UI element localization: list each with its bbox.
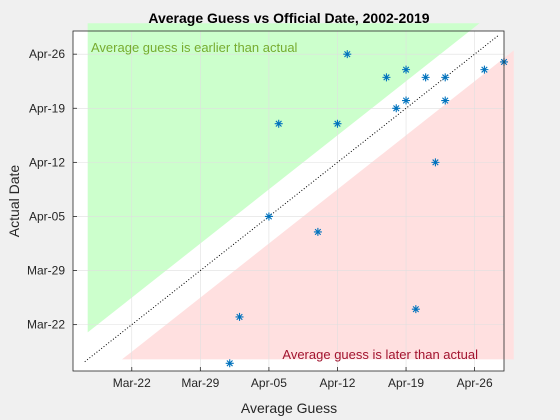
y-tick-label: Mar-22 [27,318,65,332]
x-tick-label: Mar-29 [181,376,219,390]
region-later [121,50,514,360]
data-point [441,96,450,105]
data-point [441,73,450,82]
x-axis-label: Average Guess [241,400,337,416]
y-tick-label: Apr-19 [29,101,65,115]
data-point [333,119,342,128]
x-tick-label: Apr-19 [388,376,424,390]
data-point [402,96,411,105]
x-tick-label: Mar-22 [113,376,151,390]
reference-line-y-equals-x [84,35,499,363]
y-axis-ticks: Mar-22 Mar-29 Apr-05 Apr-12 Apr-19 Apr-26 [27,47,77,332]
data-point [235,312,244,321]
data-point [431,158,440,167]
data-point [264,212,273,221]
x-tick-label: Apr-26 [457,376,493,390]
x-tick-label: Apr-05 [251,376,287,390]
data-point [480,65,489,74]
x-tick-label: Apr-12 [319,376,355,390]
data-point [411,305,420,314]
y-tick-label: Apr-05 [29,209,65,223]
data-point [343,50,352,59]
data-point [392,104,401,113]
region-label-later: Average guess is later than actual [282,347,478,362]
axes-box [72,30,505,372]
x-axis-ticks: Mar-22 Mar-29 Apr-05 Apr-12 Apr-19 Apr-26 [113,367,493,390]
y-tick-label: Apr-26 [29,47,65,61]
data-point [225,359,234,368]
data-point [274,119,283,128]
data-point [421,73,430,82]
data-point [402,65,411,74]
region-label-earlier: Average guess is earlier than actual [91,40,298,55]
data-point [382,73,391,82]
data-point [313,227,322,236]
shaded-regions [87,23,514,360]
region-earlier [87,23,480,333]
y-tick-label: Apr-12 [29,155,65,169]
y-tick-label: Mar-29 [27,264,65,278]
y-axis-label: Actual Date [6,165,22,238]
chart-title: Average Guess vs Official Date, 2002-201… [148,10,429,26]
